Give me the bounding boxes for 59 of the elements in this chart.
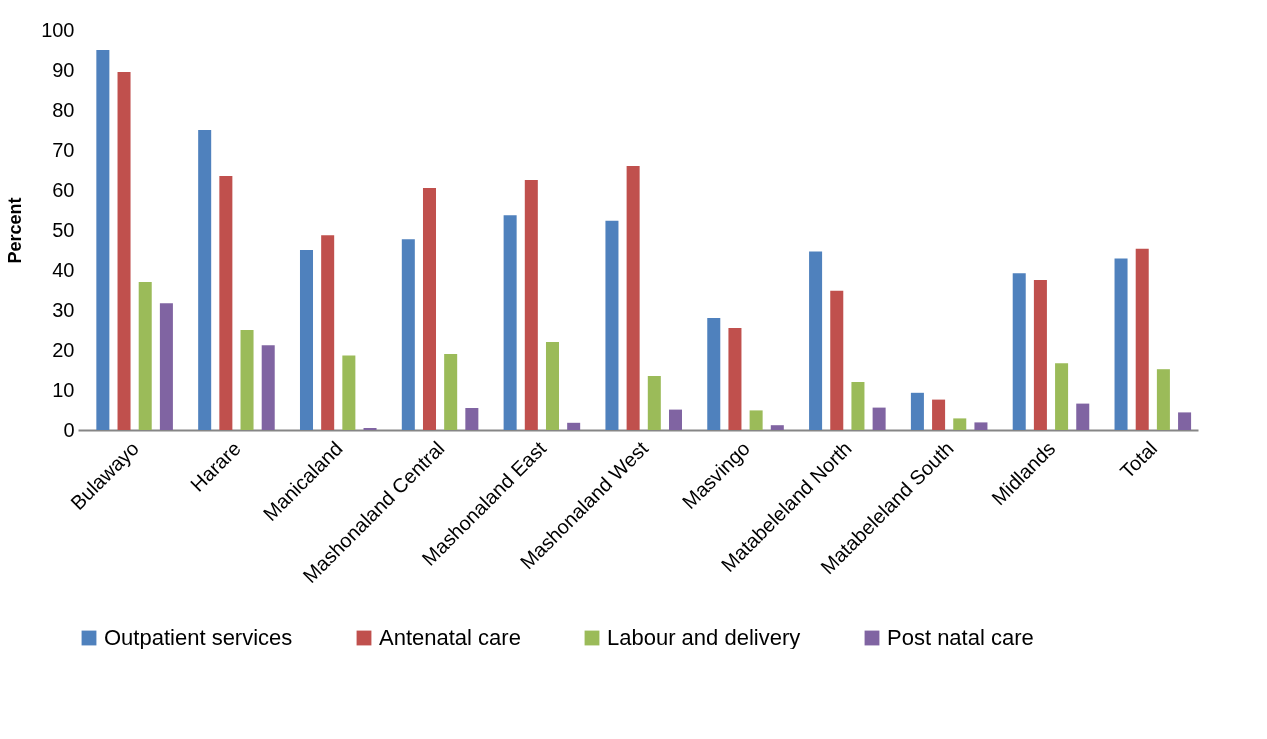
bar: [96, 50, 110, 430]
bar: [647, 376, 661, 430]
bar: [1135, 248, 1149, 430]
bar: [159, 303, 173, 430]
bar: [830, 290, 844, 430]
y-tick-label: 0: [63, 418, 75, 441]
bar: [1076, 403, 1090, 430]
bar: [626, 166, 640, 430]
bar: [444, 354, 458, 430]
y-tick-label: 90: [52, 58, 75, 81]
bar: [503, 215, 517, 430]
y-axis-title: Percent: [5, 197, 26, 264]
legend-label: Post natal care: [887, 625, 1034, 650]
bar: [851, 382, 865, 430]
y-tick-label: 70: [52, 138, 75, 161]
legend-label: Outpatient services: [104, 625, 293, 650]
bar: [321, 235, 335, 430]
bar: [605, 220, 619, 430]
legend-label: Antenatal care: [379, 625, 521, 650]
y-tick-label: 60: [52, 178, 75, 201]
bar: [809, 251, 823, 430]
bar: [261, 345, 275, 430]
y-tick-label: 10: [52, 378, 75, 401]
bar: [1156, 369, 1170, 430]
bar: [299, 250, 314, 430]
y-tick-label: 30: [52, 298, 75, 321]
legend-label: Labour and delivery: [607, 625, 801, 650]
bar: [974, 422, 988, 430]
bar: [1055, 363, 1069, 430]
bar: [524, 180, 538, 430]
bar: [668, 409, 682, 430]
bar: [770, 425, 784, 430]
y-tick-label: 20: [52, 338, 75, 361]
bar: [465, 408, 479, 430]
bar: [932, 399, 946, 430]
bar: [240, 330, 254, 430]
bar: [567, 422, 581, 430]
bar: [219, 176, 233, 430]
bar: [545, 342, 559, 430]
bar: [401, 239, 415, 430]
y-tick-label: 100: [41, 18, 75, 41]
bar: [953, 418, 967, 430]
bar: [872, 407, 886, 430]
y-tick-label: 50: [52, 218, 75, 241]
bar: [1178, 412, 1192, 430]
y-tick-label: 80: [52, 98, 75, 121]
bar: [117, 72, 131, 430]
bar: [728, 328, 742, 430]
bar: [1114, 258, 1128, 430]
bar: [1012, 273, 1026, 430]
y-tick-label: 40: [52, 258, 75, 281]
bar: [422, 188, 436, 430]
bar: [1033, 280, 1047, 430]
bar: [138, 282, 152, 430]
bar: [198, 130, 212, 430]
bar: [749, 410, 763, 430]
bar: [707, 318, 721, 430]
bar: [910, 392, 924, 430]
bar: [342, 355, 356, 430]
